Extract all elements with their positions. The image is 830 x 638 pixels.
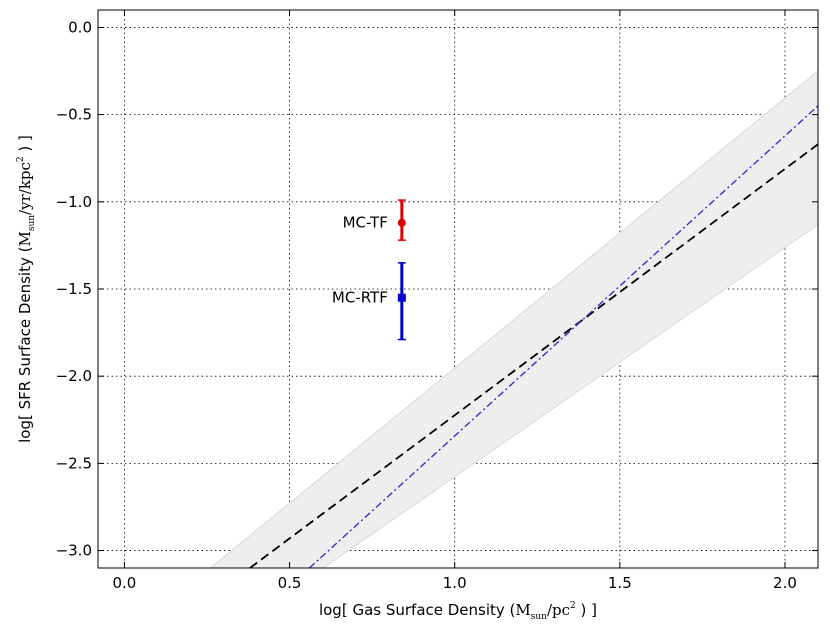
y-axis-label: log[ SFR Surface Density (Msun/yr/kpc2 )… (16, 135, 37, 443)
mc-rtf-marker (397, 293, 406, 302)
blue-dashdot-fit-line (308, 105, 818, 568)
plot-area (209, 70, 818, 568)
scatter-band (209, 70, 818, 568)
y-tick-label: −1.5 (56, 280, 92, 298)
x-tick-label: 0.0 (112, 574, 136, 592)
x-tick-label: 1.5 (608, 574, 632, 592)
y-tick-label: −0.5 (56, 106, 92, 124)
x-tick-label: 2.0 (773, 574, 797, 592)
ticks: 0.0 0.5 1.0 1.5 2.0 0.0 −0.5 −1.0 −1.5 −2.0 −2.5 −3… (56, 10, 818, 592)
y-tick-label: −1.0 (56, 193, 92, 211)
black-dashed-fit-line (249, 143, 818, 568)
y-tick-label: −3.0 (56, 542, 92, 560)
mc-tf-label: MC-TF (343, 214, 388, 232)
point-mc-rtf: MC-RTF (332, 262, 406, 341)
mc-tf-marker (397, 218, 406, 227)
x-tick-label: 0.5 (278, 574, 302, 592)
x-axis-label: log[ Gas Surface Density (Msun/pc2 ) ] (319, 601, 597, 622)
y-tick-label: −2.5 (56, 454, 92, 472)
data-points: MC-TF MC-RTF (332, 199, 406, 341)
point-mc-tf: MC-TF (343, 199, 406, 241)
mc-rtf-label: MC-RTF (332, 289, 388, 307)
y-tick-label: −2.0 (56, 367, 92, 385)
y-tick-label: 0.0 (68, 18, 92, 36)
x-tick-label: 1.0 (443, 574, 467, 592)
